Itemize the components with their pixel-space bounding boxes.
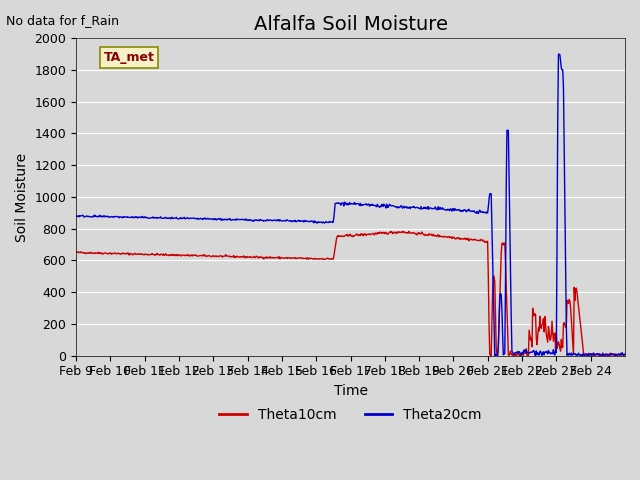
Theta20cm — [137, 214, 145, 220]
Theta10cm — [487, 353, 495, 359]
Theta10cm — [621, 352, 629, 358]
Theta20cm — [621, 351, 629, 357]
Line: Theta10cm: Theta10cm — [76, 231, 625, 356]
Line: Theta20cm: Theta20cm — [76, 54, 625, 356]
Theta20cm — [285, 218, 293, 224]
Theta20cm — [265, 218, 273, 224]
Legend: Theta10cm, Theta20cm: Theta10cm, Theta20cm — [214, 403, 488, 428]
Theta20cm — [237, 216, 245, 222]
Title: Alfalfa Soil Moisture: Alfalfa Soil Moisture — [253, 15, 447, 34]
Theta20cm — [532, 353, 540, 359]
Theta10cm — [438, 234, 446, 240]
Theta20cm — [407, 204, 415, 210]
Theta10cm — [72, 249, 80, 255]
Y-axis label: Soil Moisture: Soil Moisture — [15, 152, 29, 241]
Theta20cm — [438, 205, 445, 211]
Theta20cm — [72, 214, 80, 219]
Text: TA_met: TA_met — [104, 51, 154, 64]
Theta10cm — [285, 255, 293, 261]
Theta10cm — [399, 228, 406, 234]
X-axis label: Time: Time — [333, 384, 367, 398]
Theta10cm — [137, 251, 145, 257]
Text: No data for f_Rain: No data for f_Rain — [6, 14, 120, 27]
Theta10cm — [237, 254, 245, 260]
Theta10cm — [265, 254, 273, 260]
Theta10cm — [408, 230, 415, 236]
Theta20cm — [555, 51, 563, 57]
